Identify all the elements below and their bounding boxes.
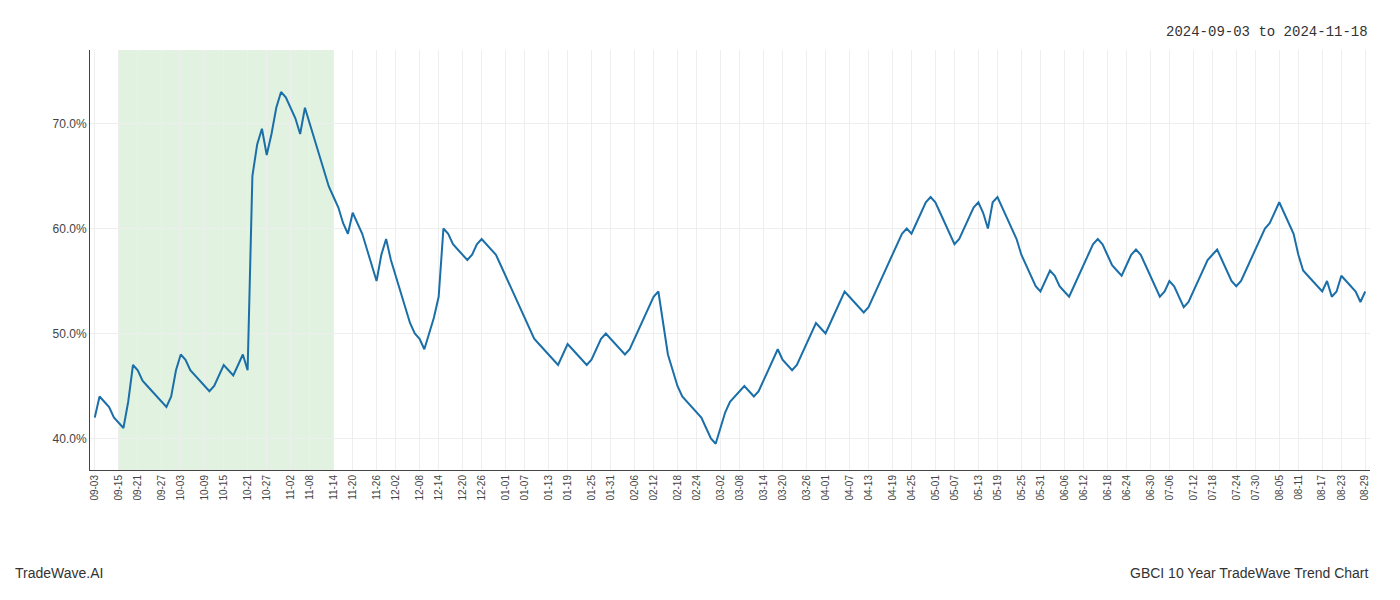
svg-text:01-31: 01-31 xyxy=(605,475,616,501)
svg-text:10-09: 10-09 xyxy=(199,475,210,501)
svg-text:02-24: 02-24 xyxy=(691,475,702,501)
svg-text:11-08: 11-08 xyxy=(304,475,315,500)
svg-text:05-13: 05-13 xyxy=(973,475,984,501)
svg-text:05-01: 05-01 xyxy=(930,475,941,501)
svg-text:12-20: 12-20 xyxy=(457,475,468,501)
svg-text:03-08: 03-08 xyxy=(734,475,745,501)
svg-text:07-12: 07-12 xyxy=(1188,475,1199,501)
svg-text:12-02: 12-02 xyxy=(390,475,401,501)
svg-text:70.0%: 70.0% xyxy=(53,117,87,131)
svg-text:06-30: 06-30 xyxy=(1145,475,1156,501)
svg-text:09-15: 09-15 xyxy=(113,475,124,501)
svg-text:07-30: 07-30 xyxy=(1250,475,1261,501)
svg-text:07-24: 07-24 xyxy=(1231,475,1242,501)
svg-text:11-02: 11-02 xyxy=(285,475,296,500)
svg-text:12-08: 12-08 xyxy=(414,475,425,501)
svg-text:04-13: 04-13 xyxy=(863,475,874,501)
svg-text:02-18: 02-18 xyxy=(672,475,683,501)
svg-text:04-01: 04-01 xyxy=(820,475,831,501)
svg-text:03-26: 03-26 xyxy=(801,475,812,501)
svg-text:01-13: 01-13 xyxy=(543,475,554,501)
svg-text:01-01: 01-01 xyxy=(500,475,511,501)
svg-text:02-12: 02-12 xyxy=(648,475,659,501)
svg-text:60.0%: 60.0% xyxy=(53,222,87,236)
svg-text:10-21: 10-21 xyxy=(242,475,253,501)
svg-text:12-26: 12-26 xyxy=(476,475,487,501)
svg-text:06-18: 06-18 xyxy=(1102,475,1113,501)
svg-text:07-06: 07-06 xyxy=(1164,475,1175,501)
svg-text:TradeWave.AI: TradeWave.AI xyxy=(15,565,103,581)
svg-text:GBCI 10 Year TradeWave Trend C: GBCI 10 Year TradeWave Trend Chart xyxy=(1130,565,1368,581)
svg-text:08-17: 08-17 xyxy=(1316,475,1327,501)
svg-text:09-21: 09-21 xyxy=(132,475,143,501)
svg-text:06-24: 06-24 xyxy=(1121,475,1132,501)
svg-text:04-25: 04-25 xyxy=(906,475,917,501)
svg-text:05-25: 05-25 xyxy=(1016,475,1027,501)
svg-text:03-20: 03-20 xyxy=(777,475,788,501)
svg-text:10-27: 10-27 xyxy=(261,475,272,501)
svg-text:04-19: 04-19 xyxy=(887,475,898,501)
svg-text:08-23: 08-23 xyxy=(1336,475,1347,501)
svg-text:10-15: 10-15 xyxy=(218,475,229,501)
svg-text:08-11: 08-11 xyxy=(1293,475,1304,500)
svg-text:08-29: 08-29 xyxy=(1359,475,1370,501)
svg-text:10-03: 10-03 xyxy=(175,475,186,501)
svg-text:01-25: 01-25 xyxy=(586,475,597,501)
svg-text:11-20: 11-20 xyxy=(347,475,358,500)
svg-text:11-14: 11-14 xyxy=(328,475,339,500)
svg-text:01-19: 01-19 xyxy=(562,475,573,501)
svg-text:09-03: 09-03 xyxy=(89,475,100,501)
svg-text:05-07: 05-07 xyxy=(949,475,960,501)
svg-text:06-06: 06-06 xyxy=(1059,475,1070,501)
svg-text:03-14: 03-14 xyxy=(758,475,769,501)
svg-text:07-18: 07-18 xyxy=(1207,475,1218,501)
svg-text:2024-09-03 to 2024-11-18: 2024-09-03 to 2024-11-18 xyxy=(1166,24,1368,40)
svg-text:02-06: 02-06 xyxy=(629,475,640,501)
svg-text:05-19: 05-19 xyxy=(992,475,1003,501)
svg-text:50.0%: 50.0% xyxy=(53,327,87,341)
svg-text:40.0%: 40.0% xyxy=(53,432,87,446)
svg-text:05-31: 05-31 xyxy=(1035,475,1046,501)
svg-text:03-02: 03-02 xyxy=(715,475,726,501)
svg-text:06-12: 06-12 xyxy=(1078,475,1089,501)
svg-text:04-07: 04-07 xyxy=(844,475,855,501)
svg-text:09-27: 09-27 xyxy=(156,475,167,501)
svg-text:08-05: 08-05 xyxy=(1274,475,1285,501)
svg-text:12-14: 12-14 xyxy=(433,475,444,501)
svg-text:01-07: 01-07 xyxy=(519,475,530,501)
svg-text:11-26: 11-26 xyxy=(371,475,382,500)
